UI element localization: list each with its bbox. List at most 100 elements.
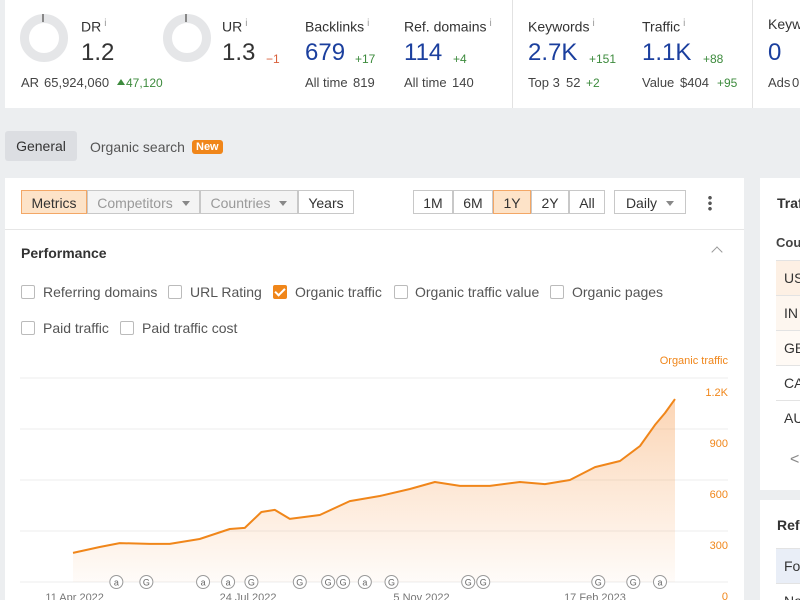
label: Traffic xyxy=(642,18,681,35)
segment-button[interactable]: Metrics xyxy=(21,190,87,214)
ur-label: UR i xyxy=(222,16,247,35)
segment-button[interactable]: Countries xyxy=(200,190,298,214)
up-arrow xyxy=(117,79,125,85)
new-badge: New xyxy=(192,140,223,154)
sub-label: All time xyxy=(404,75,447,90)
checkbox-label[interactable]: Paid traffic xyxy=(43,320,109,336)
sub-label: Ads xyxy=(768,75,791,90)
checkbox-label[interactable]: Paid traffic cost xyxy=(142,320,238,336)
annotation-icon xyxy=(626,575,641,589)
info-icon[interactable]: i xyxy=(683,18,686,29)
keywords-value[interactable]: 2.7K xyxy=(528,39,578,66)
annotation-icon xyxy=(244,575,259,589)
traffic-label: Traffic i xyxy=(642,16,685,35)
table-row[interactable]: GB xyxy=(776,330,800,365)
dr-label: DR i xyxy=(81,16,106,35)
section-title: Performance xyxy=(21,245,107,261)
annotation-label: G xyxy=(248,577,255,587)
table-row[interactable]: AU xyxy=(776,400,800,435)
info-icon[interactable]: i xyxy=(367,18,370,29)
pager-prev[interactable]: < xyxy=(790,451,800,468)
checkbox[interactable] xyxy=(394,285,408,299)
keywords-change: +151 xyxy=(589,52,617,66)
sub-label: Value xyxy=(642,75,675,90)
info-icon[interactable]: i xyxy=(489,18,492,29)
checkbox[interactable] xyxy=(21,321,35,335)
range-button[interactable]: 6M xyxy=(453,190,493,214)
sub-label: All time xyxy=(305,75,348,90)
checkbox[interactable] xyxy=(168,285,182,299)
side-title: Traf xyxy=(777,195,800,211)
label: UR xyxy=(222,18,243,35)
tab-selected[interactable]: General xyxy=(5,131,77,161)
metrics-card: DR i 1.2 AR 65,924,060 47,120 UR i 1.3 −1 … xyxy=(5,0,800,108)
backlinks-value[interactable]: 679 xyxy=(305,39,346,66)
sub-value: 140 xyxy=(452,75,474,90)
info-icon[interactable]: i xyxy=(592,18,595,29)
checkbox-label[interactable]: Organic traffic value xyxy=(415,284,540,300)
annotation-icon xyxy=(461,575,476,589)
table-row[interactable]: US xyxy=(776,260,800,295)
segment-button[interactable]: Years xyxy=(298,190,354,214)
ar-value[interactable]: 65,924,060 xyxy=(44,75,110,90)
annotation-icon xyxy=(476,575,491,589)
keyw-label: Keyw xyxy=(768,16,800,32)
tab[interactable]: Organic search xyxy=(90,139,185,155)
sub-change: +95 xyxy=(717,76,738,90)
sub-value: 0 xyxy=(792,75,800,90)
divider xyxy=(5,229,744,230)
label: Ref. domains xyxy=(404,18,487,35)
range-button[interactable]: 2Y xyxy=(531,190,569,214)
area xyxy=(73,399,675,582)
ref-domains-value[interactable]: 114 xyxy=(404,39,443,66)
separator xyxy=(752,0,753,108)
checkbox-label[interactable]: Organic traffic xyxy=(295,284,382,300)
range-button[interactable]: 1M xyxy=(413,190,453,214)
range-button[interactable]: All xyxy=(569,190,605,214)
sub-value[interactable]: 52 xyxy=(566,75,581,90)
dr-value: 1.2 xyxy=(81,39,115,66)
traffic-value[interactable]: 1.1K xyxy=(642,39,692,66)
separator xyxy=(512,0,513,108)
y-tick-label: 0 xyxy=(722,591,728,600)
info-icon[interactable]: i xyxy=(245,18,248,29)
table-row[interactable]: Fo xyxy=(776,548,800,583)
annotation-label: G xyxy=(340,577,347,587)
checkbox[interactable] xyxy=(21,285,35,299)
x-tick-label: 17 Feb 2023 xyxy=(564,592,626,600)
label: DR xyxy=(81,18,102,35)
table-row[interactable]: No xyxy=(776,583,800,600)
annotation-label: G xyxy=(296,577,303,587)
annotation-icon xyxy=(652,575,667,589)
ur-donut xyxy=(163,14,211,62)
kebab-menu[interactable] xyxy=(708,195,712,211)
checkbox-label[interactable]: Organic pages xyxy=(572,284,664,300)
sub-value: $404 xyxy=(680,75,709,90)
annotation-icon xyxy=(591,575,606,589)
annotation-label: a xyxy=(657,577,662,587)
table-row[interactable]: IN xyxy=(776,295,800,330)
checkbox-label[interactable]: Referring domains xyxy=(43,284,158,300)
table-row[interactable]: CA xyxy=(776,365,800,400)
annotation-label: G xyxy=(143,577,150,587)
annotation-label: a xyxy=(226,577,231,587)
ref-domains-change: +4 xyxy=(453,52,467,66)
interval-dropdown[interactable]: Daily xyxy=(614,190,686,214)
range-button[interactable]: 1Y xyxy=(493,190,531,214)
info-icon[interactable]: i xyxy=(104,18,107,29)
checkbox[interactable] xyxy=(120,321,134,335)
sub-value: 819 xyxy=(353,75,375,90)
annotation-icon xyxy=(336,575,351,589)
annotation-icon xyxy=(109,575,124,589)
annotation-label: G xyxy=(388,577,395,587)
checkbox[interactable] xyxy=(550,285,564,299)
y-tick-label: 600 xyxy=(710,489,728,501)
column-header: Cou xyxy=(776,235,800,250)
keyw-value[interactable]: 0 xyxy=(768,39,782,66)
checkbox[interactable] xyxy=(273,285,287,299)
checkbox-label[interactable]: URL Rating xyxy=(190,284,262,300)
annotation-icon xyxy=(292,575,307,589)
sub-label: Top 3 xyxy=(528,75,560,90)
